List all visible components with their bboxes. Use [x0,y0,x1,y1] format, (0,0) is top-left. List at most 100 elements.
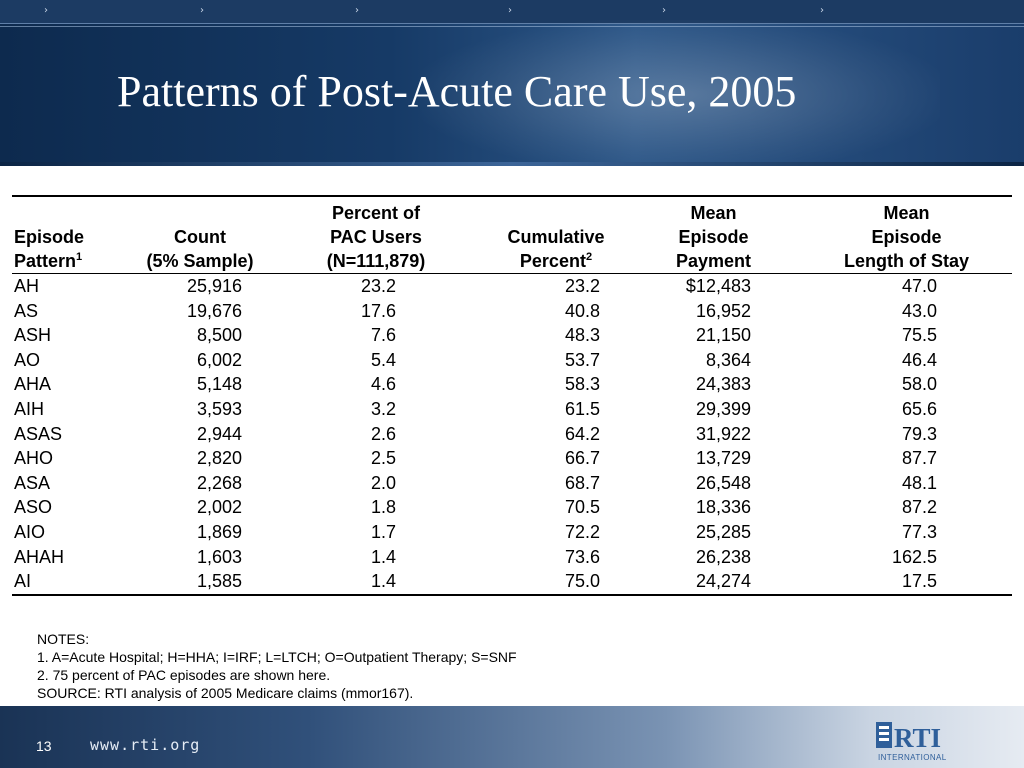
header-text: Length of Stay [844,251,969,271]
cell-pattern: AIO [14,521,46,542]
cell-cumulative: 53.7 [564,349,600,370]
cell-los: 87.2 [901,497,937,518]
cell-cumulative: 48.3 [564,325,600,346]
cell-cumulative: 64.2 [564,423,600,444]
cell-pattern: AHAH [14,546,65,567]
header-text: Payment [675,251,752,271]
cell-count: 2,002 [196,497,242,518]
cell-pattern: ASAS [14,423,63,444]
cell-pattern: AHA [14,374,52,395]
header-text: Pattern [14,251,77,271]
cell-cumulative: 23.2 [564,276,600,296]
cell-payment: 16,952 [695,300,751,321]
table-row: AI 1,585 1.4 75.0 24,274 17.5 [12,569,1012,595]
table-row: AHO 2,820 2.5 66.7 13,729 87.7 [12,446,1012,471]
source-line: SOURCE: RTI analysis of 2005 Medicare cl… [37,685,414,701]
svg-text:INTERNATIONAL: INTERNATIONAL [878,753,947,762]
cell-los: 79.3 [901,423,937,444]
header-count: Count (5% Sample) [134,196,266,274]
cell-count: 1,869 [196,521,242,542]
cell-los: 75.5 [901,325,937,346]
table-row: AS 19,676 17.6 40.8 16,952 43.0 [12,299,1012,324]
cell-payment: 26,238 [695,546,751,567]
chevron-right-icon: › [508,5,512,16]
header-text: Episode [14,227,85,247]
cell-los: 17.5 [901,571,937,592]
footnote-marker: 2 [585,251,593,263]
table-row: AH 25,916 23.2 23.2 $12,483 47.0 [12,274,1012,299]
svg-text:RTI: RTI [894,723,941,753]
notes-section: NOTES: 1. A=Acute Hospital; H=HHA; I=IRF… [37,630,737,702]
cell-payment: 18,336 [695,497,751,518]
note-line: 2. 75 percent of PAC episodes are shown … [37,667,331,683]
table-row: ASAS 2,944 2.6 64.2 31,922 79.3 [12,422,1012,447]
cell-pattern: ASA [14,472,51,493]
table-row: AHA 5,148 4.6 58.3 24,383 58.0 [12,372,1012,397]
cell-count: 19,676 [186,300,242,321]
note-line: 1. A=Acute Hospital; H=HHA; I=IRF; L=LTC… [37,649,517,665]
chevron-right-icon: › [200,5,204,16]
cell-payment: 13,729 [695,448,751,469]
cell-count: 5,148 [196,374,242,395]
table-row: AHAH 1,603 1.4 73.6 26,238 162.5 [12,545,1012,570]
cell-cumulative: 58.3 [564,374,600,395]
cell-cumulative: 68.7 [564,472,600,493]
cell-count: 6,002 [196,349,242,370]
cell-percent: 7.6 [370,325,396,346]
header-text: Episode [871,227,942,247]
header-cumulative-percent: Cumulative Percent2 [486,196,626,274]
header-divider [0,162,1024,166]
cell-count: 25,916 [186,276,242,296]
cell-payment: 24,274 [695,571,751,592]
footnote-marker: 1 [76,251,83,263]
header-text: (N=111,879) [326,251,426,271]
cell-cumulative: 40.8 [564,300,600,321]
footer-url: www.rti.org [90,736,201,754]
cell-cumulative: 61.5 [564,398,600,419]
cell-pattern: AH [14,276,40,296]
header-text: Episode [678,227,749,247]
cell-percent: 4.6 [370,374,396,395]
table-row: ASA 2,268 2.0 68.7 26,548 48.1 [12,471,1012,496]
cell-count: 2,944 [196,423,242,444]
chevron-right-icon: › [662,5,666,16]
cell-cumulative: 72.2 [564,521,600,542]
cell-percent: 17.6 [360,300,396,321]
cell-pattern: AIH [14,398,45,419]
cell-los: 77.3 [901,521,937,542]
header-glow [420,20,940,166]
cell-pattern: AI [14,571,32,592]
cell-payment: 25,285 [695,521,751,542]
cell-count: 8,500 [196,325,242,346]
header-text: Mean [690,203,737,223]
cell-count: 1,585 [196,571,242,592]
header-text: Percent [519,251,586,271]
header-text: Mean [883,203,930,223]
table-header-row: Episode Pattern1 Count (5% Sample) Perce… [12,196,1012,274]
cell-los: 47.0 [901,276,937,296]
cell-pattern: AO [14,349,41,370]
chevron-right-icon: › [820,5,824,16]
footer-bar: 13 www.rti.org RTI INTERNATIONAL [0,706,1024,768]
header-text: (5% Sample) [146,251,254,271]
header-text: Cumulative [507,227,605,247]
cell-count: 1,603 [196,546,242,567]
header-text: Count [174,227,226,247]
cell-pattern: ASH [14,325,52,346]
cell-payment: 31,922 [695,423,751,444]
cell-los: 46.4 [901,349,937,370]
header-text: PAC Users [330,227,422,247]
data-table-container: Episode Pattern1 Count (5% Sample) Perce… [12,195,1012,596]
cell-percent: 2.5 [370,448,396,469]
cell-payment: 29,399 [695,398,751,419]
cell-percent: 5.4 [370,349,396,370]
notes-heading: NOTES: [37,631,90,647]
header-percent-pac-users: Percent of PAC Users (N=111,879) [266,196,486,274]
cell-pattern: ASO [14,497,53,518]
cell-payment: 24,383 [695,374,751,395]
top-strip [0,0,1024,24]
header-episode-pattern: Episode Pattern1 [12,196,134,274]
table-row: AO 6,002 5.4 53.7 8,364 46.4 [12,348,1012,373]
cell-payment: $12,483 [685,276,751,296]
cell-count: 2,820 [196,448,242,469]
